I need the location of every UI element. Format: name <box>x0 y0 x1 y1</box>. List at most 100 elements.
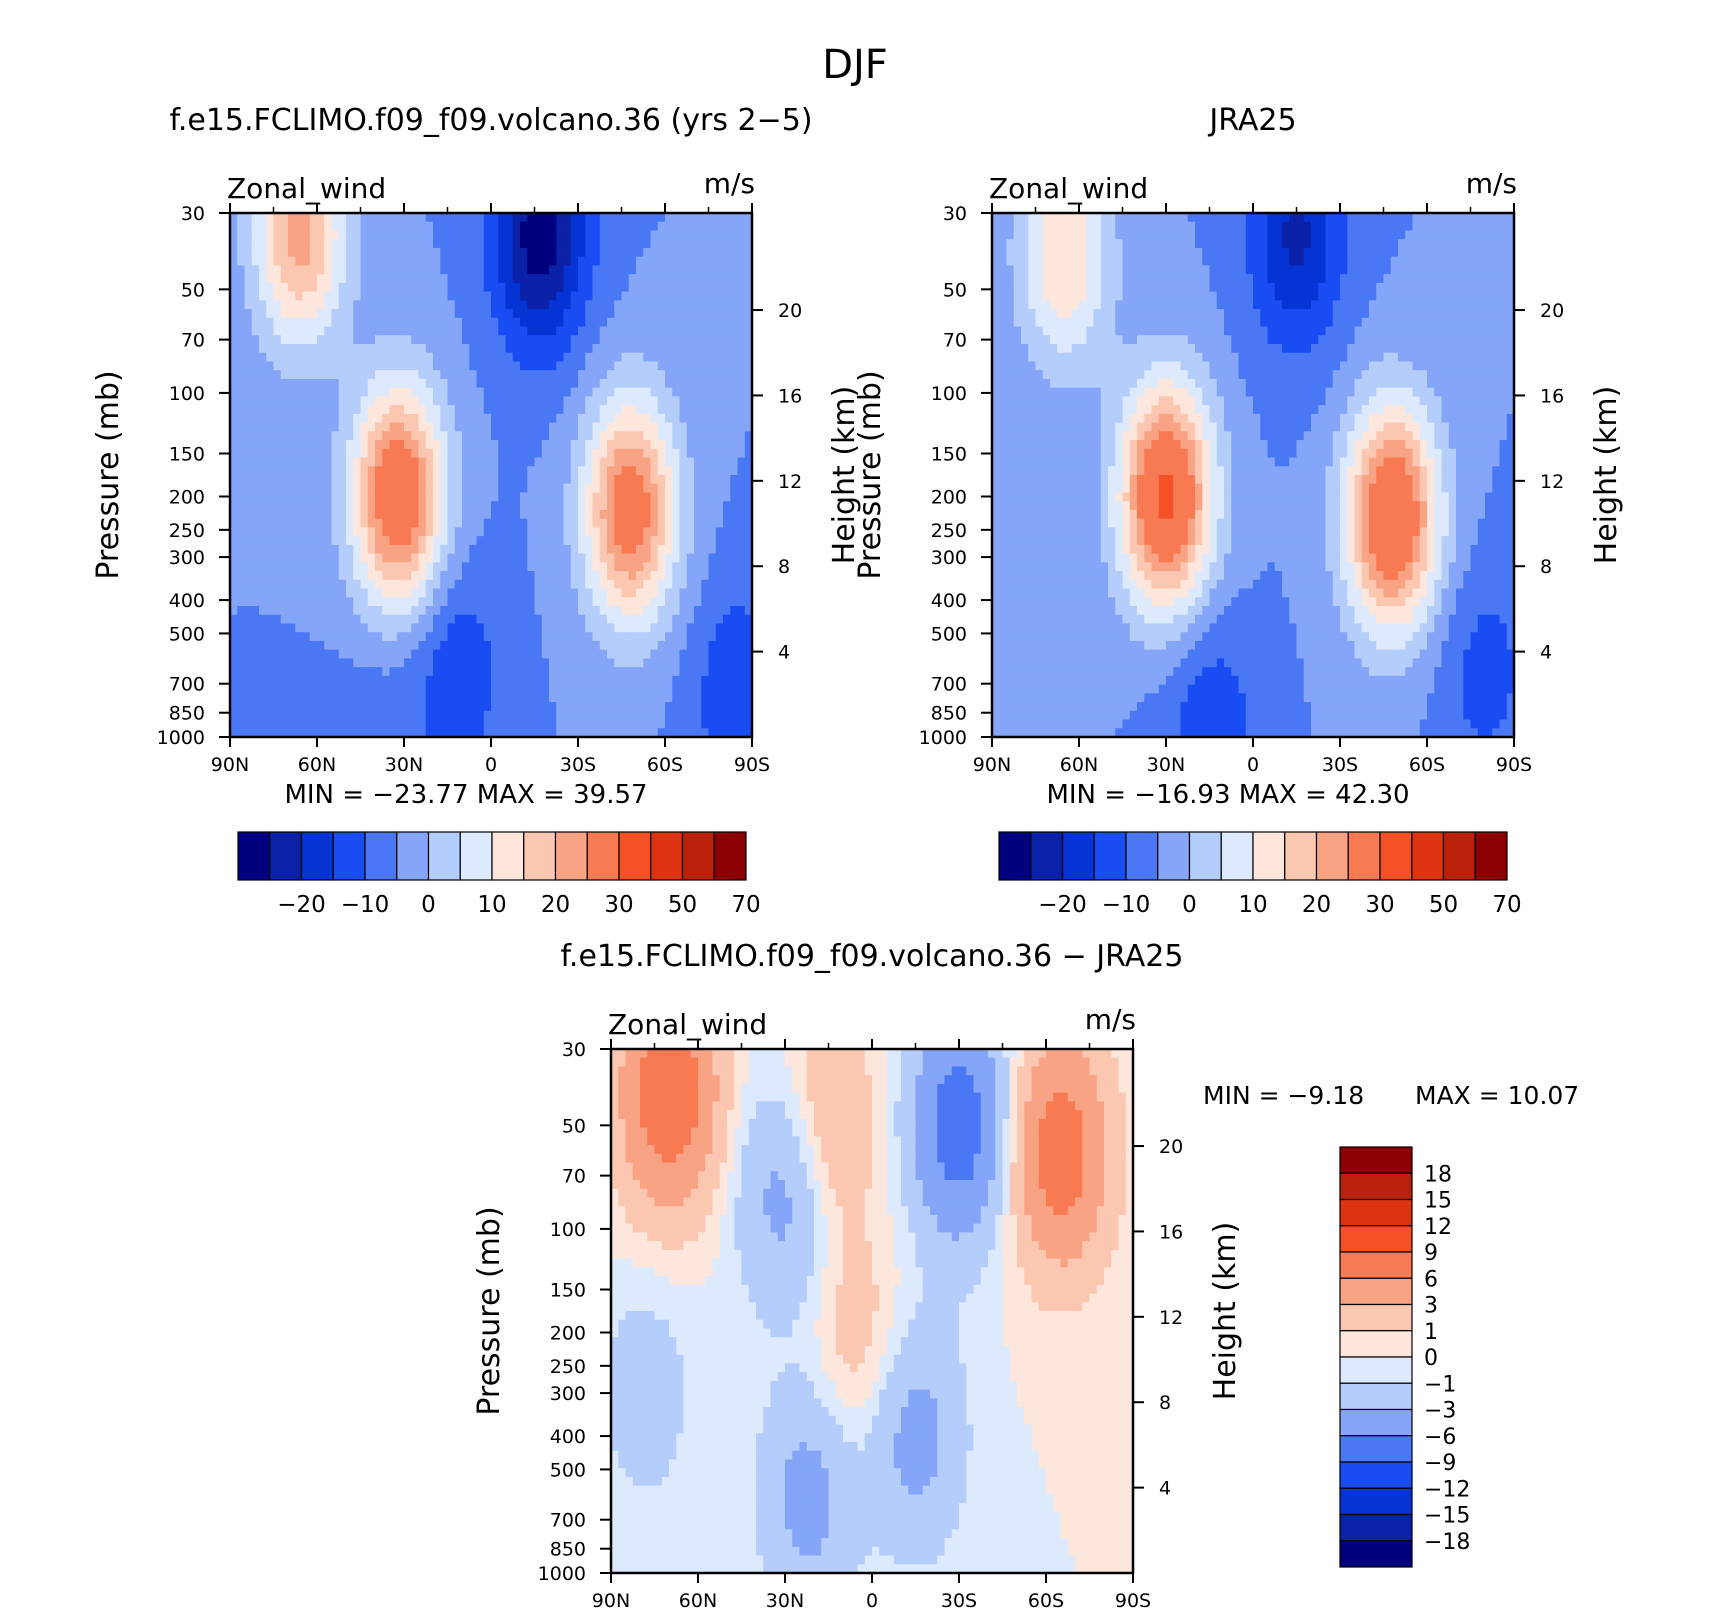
field-cell <box>346 675 354 686</box>
field-cell <box>418 553 427 563</box>
field-cell <box>396 213 405 223</box>
field-cell <box>563 213 572 223</box>
field-cell <box>512 352 521 363</box>
field-cell <box>324 710 333 721</box>
field-cell <box>353 536 362 546</box>
field-cell <box>295 265 304 275</box>
field-cell <box>607 239 615 249</box>
field-cell <box>375 527 383 537</box>
field-cell <box>360 317 369 328</box>
field-cell <box>230 387 238 397</box>
field-cell <box>302 326 311 336</box>
field-cell <box>244 597 253 607</box>
field-cell <box>592 597 601 607</box>
field-cell <box>614 632 623 642</box>
field-cell <box>556 300 565 310</box>
field-cell <box>476 658 485 668</box>
field-cell <box>309 413 318 424</box>
field-cell <box>259 274 267 284</box>
field-cell <box>244 282 253 293</box>
field-cell <box>701 719 710 729</box>
field-cell <box>549 256 557 266</box>
field-cell <box>462 571 470 581</box>
field-cell <box>302 309 311 319</box>
field-cell <box>244 483 253 494</box>
field-cell <box>411 562 420 572</box>
field-cell <box>592 396 601 406</box>
field-cell <box>708 527 717 537</box>
field-cell <box>454 658 463 668</box>
field-cell <box>230 431 238 441</box>
field-cell <box>607 335 615 345</box>
field-cell <box>1325 256 1334 266</box>
field-cell <box>570 405 579 415</box>
x-tick-label: 30N <box>385 754 423 776</box>
field-cell <box>476 256 485 266</box>
field-cell <box>737 213 746 223</box>
field-cell <box>679 728 688 738</box>
field-cell <box>672 640 681 651</box>
field-cell <box>469 658 478 668</box>
field-cell <box>1398 265 1406 275</box>
field-cell <box>599 387 608 397</box>
field-cell <box>338 518 347 528</box>
field-cell <box>1412 239 1421 249</box>
field-cell <box>425 326 434 336</box>
field-cell <box>744 230 753 240</box>
field-cell <box>730 230 739 240</box>
field-cell <box>607 518 615 528</box>
field-cell <box>375 649 383 659</box>
field-cell <box>288 623 296 633</box>
field-cell <box>534 483 543 494</box>
panel-model: f.e15.FCLIMO.f09_f09.volcano.36 (yrs 2−5… <box>91 103 862 918</box>
field-cell <box>396 378 405 389</box>
field-cell <box>607 571 615 581</box>
field-cell <box>744 370 753 380</box>
field-cell <box>570 396 579 406</box>
field-cell <box>628 440 637 450</box>
field-cell <box>744 405 753 415</box>
field-cell <box>433 492 441 502</box>
field-cell <box>723 684 731 694</box>
field-cell <box>273 378 282 389</box>
field-cell <box>317 405 325 415</box>
field-cell <box>744 483 753 494</box>
variable-label: Zonal_wind <box>227 172 386 205</box>
field-cell <box>679 501 688 511</box>
field-cell <box>295 475 304 485</box>
field-cell <box>433 274 441 284</box>
field-cell <box>570 667 579 677</box>
field-cell <box>505 213 514 223</box>
field-cell <box>230 667 238 677</box>
field-cell <box>469 422 478 432</box>
field-cell <box>520 239 528 249</box>
field-cell <box>433 710 441 721</box>
field-cell <box>1434 274 1443 284</box>
field-cell <box>643 422 652 432</box>
field-cell <box>462 658 470 668</box>
field-cell <box>679 440 688 450</box>
field-cell <box>483 466 492 476</box>
field-cell <box>382 675 391 686</box>
field-cell <box>628 378 637 389</box>
field-cell <box>636 370 644 380</box>
field-cell <box>999 221 1008 232</box>
field-cell <box>1499 247 1508 258</box>
field-cell <box>396 719 405 729</box>
field-cell <box>1274 274 1283 284</box>
field-cell <box>607 326 615 336</box>
field-cell <box>570 623 579 633</box>
field-cell <box>331 361 340 371</box>
field-cell <box>331 448 340 459</box>
field-cell <box>447 693 456 703</box>
colorbar-box <box>459 831 493 881</box>
field-cell <box>295 378 304 389</box>
field-cell <box>621 649 630 659</box>
field-cell <box>520 536 528 546</box>
field-cell <box>476 265 485 275</box>
field-cell <box>462 693 470 703</box>
field-cell <box>1144 274 1153 284</box>
field-cell <box>1144 247 1153 258</box>
field-cell <box>295 684 304 694</box>
field-cell <box>288 667 296 677</box>
